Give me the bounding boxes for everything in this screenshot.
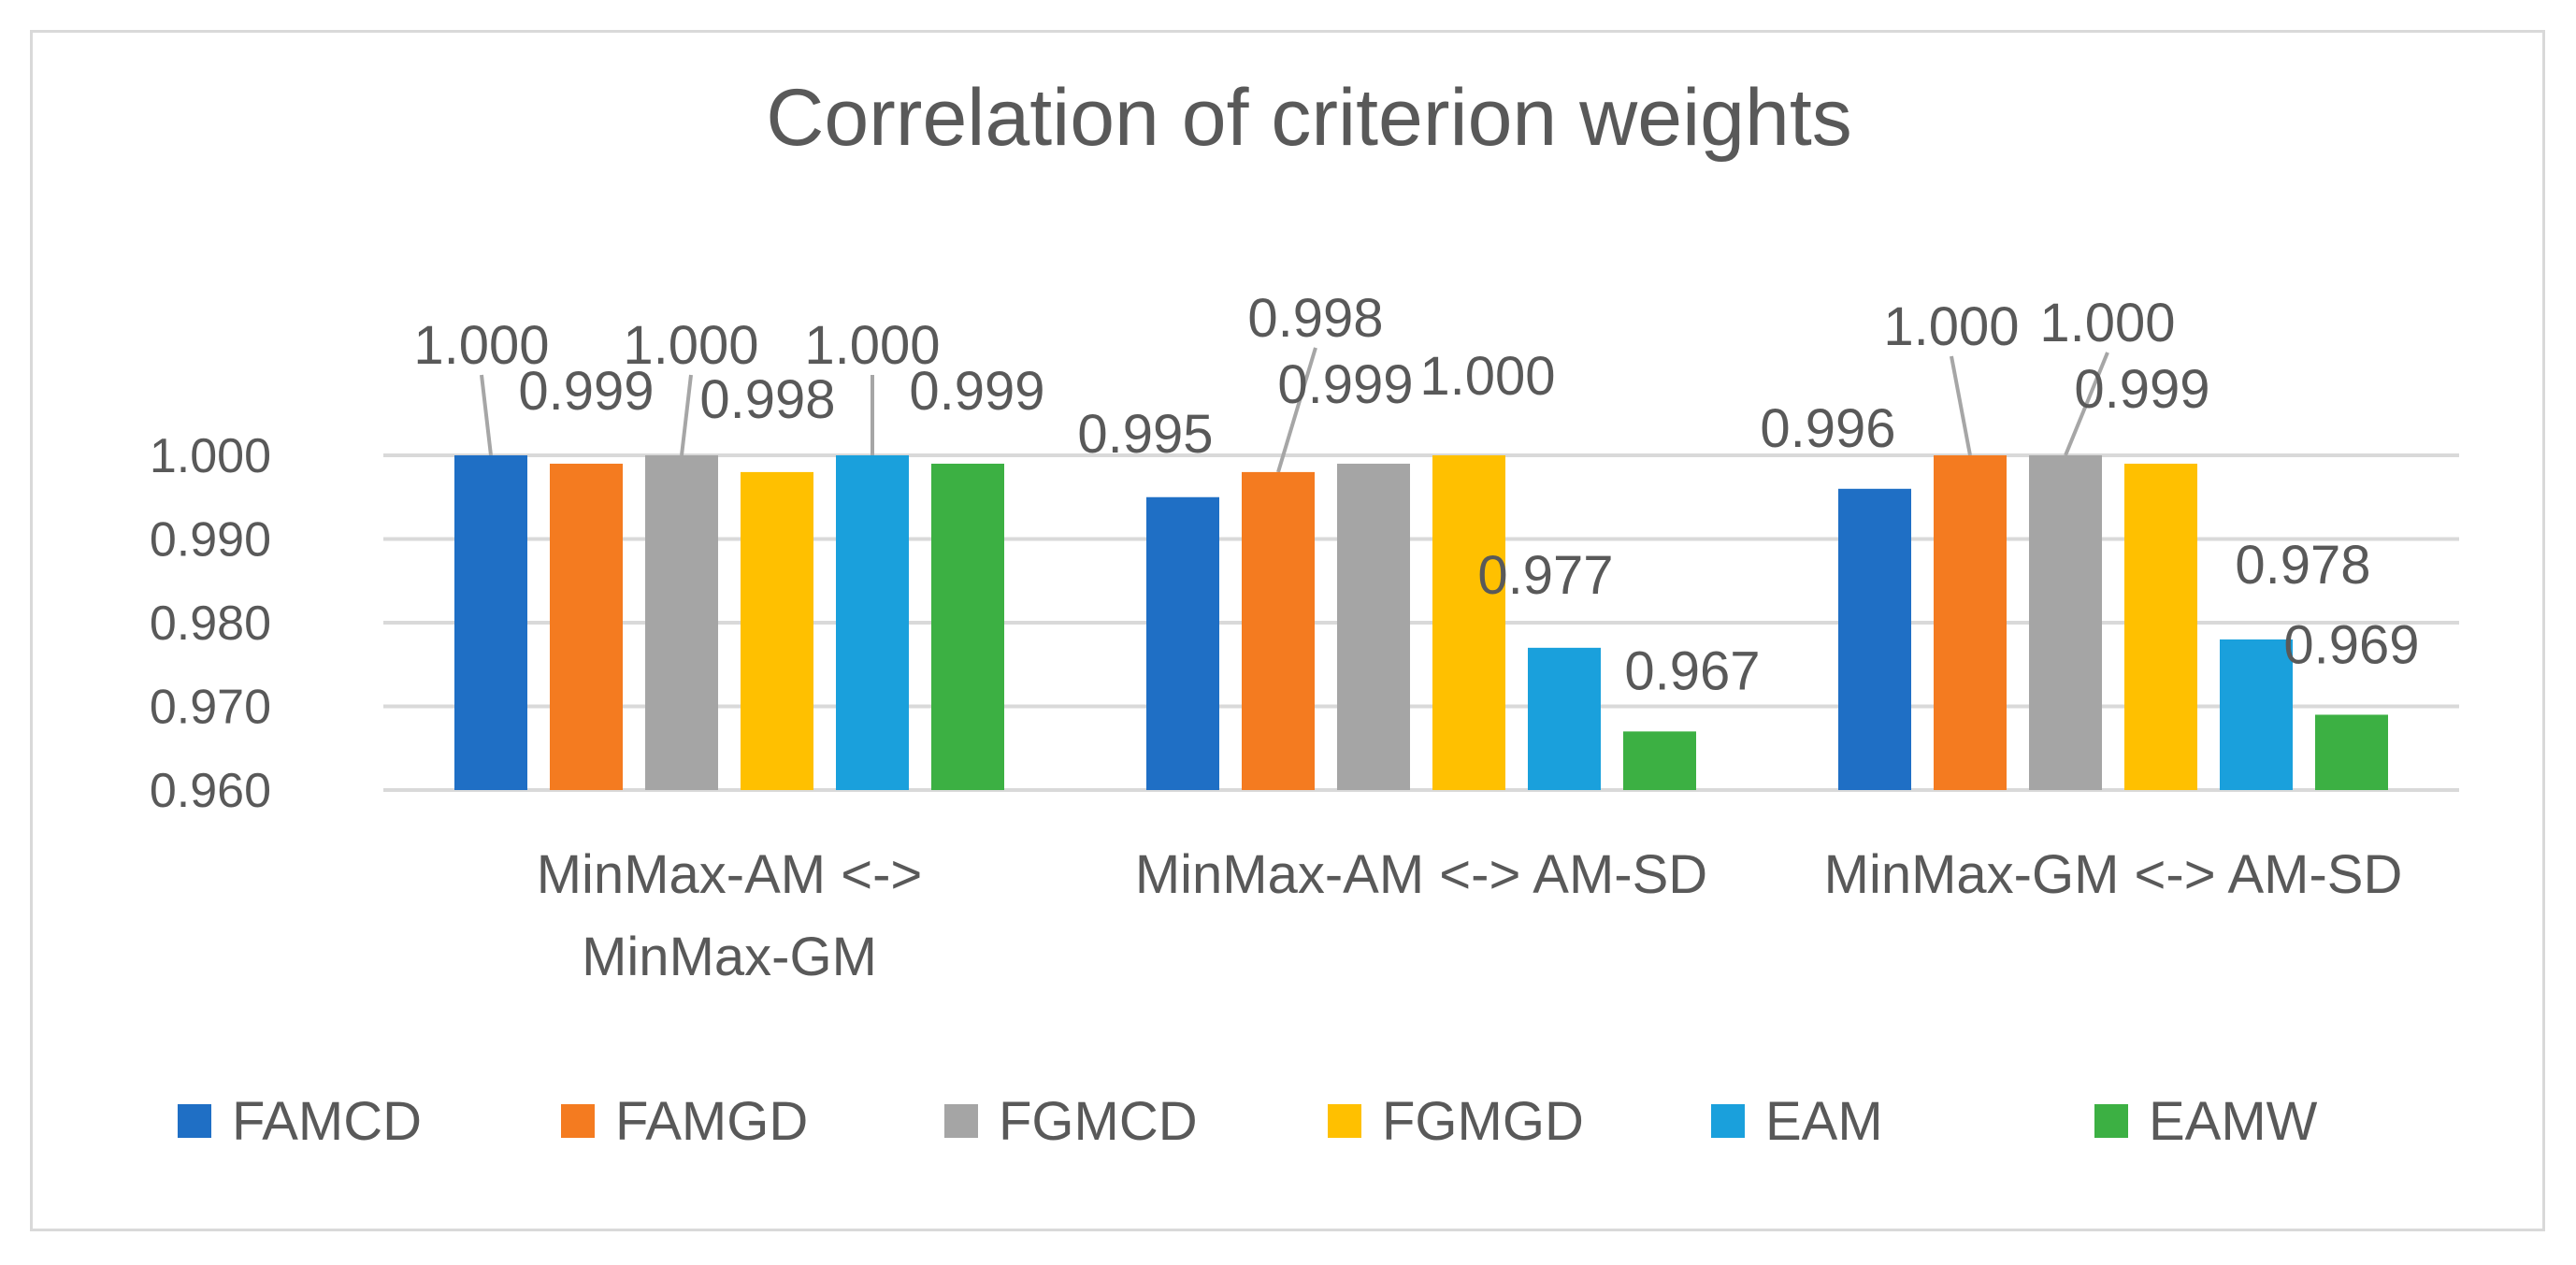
- data-label: 0.999: [909, 361, 1044, 422]
- chart-frame: Correlation of criterion weights 1.000 0.…: [30, 30, 2545, 1231]
- chart-title: Correlation of criterion weights: [766, 73, 1852, 163]
- bar-famgd: [550, 463, 623, 790]
- legend-label-fgmgd: FGMGD: [1382, 1091, 1584, 1152]
- data-label: 0.967: [1624, 640, 1760, 701]
- x-category-label: MinMax-AM <->: [537, 844, 923, 905]
- data-label: 0.998: [1247, 288, 1383, 349]
- x-category-label: MinMax-AM <-> AM-SD: [1135, 844, 1707, 905]
- data-label-leader-lines: [480, 347, 2109, 473]
- legend-swatch-fgmcd: [944, 1104, 978, 1138]
- bar-famcd: [1146, 496, 1219, 790]
- legend-swatch-fgmgd: [1328, 1104, 1361, 1138]
- data-label: 1.000: [804, 315, 940, 376]
- bar-eam: [836, 455, 909, 790]
- leader-line: [480, 374, 493, 456]
- legend-label-famcd: FAMCD: [232, 1091, 422, 1152]
- y-tick-label: 1.000: [150, 429, 271, 483]
- legend-swatch-eamw: [2094, 1104, 2128, 1138]
- data-label: 0.995: [1077, 404, 1213, 465]
- data-label: 0.978: [2235, 535, 2370, 596]
- bars: [454, 455, 2388, 790]
- bar-famcd: [1838, 488, 1911, 790]
- y-axis-tick-labels: 1.000 0.990 0.980 0.970 0.960: [150, 429, 271, 818]
- data-label: 1.000: [1419, 346, 1555, 407]
- data-label: 0.998: [699, 369, 835, 430]
- data-label: 0.969: [2283, 614, 2419, 675]
- data-label: 1.000: [2039, 293, 2175, 353]
- legend-label-fgmcd: FGMCD: [999, 1091, 1198, 1152]
- x-category-label: MinMax-GM: [582, 927, 877, 987]
- bar-fgmcd: [2029, 455, 2102, 790]
- bar-famcd: [454, 455, 527, 790]
- bar-fgmcd: [645, 455, 718, 790]
- data-label: 0.999: [518, 361, 654, 422]
- bar-fgmgd: [741, 471, 813, 790]
- leader-line: [2064, 352, 2109, 456]
- data-label: 0.996: [1760, 398, 1895, 459]
- leader-line: [1950, 355, 1972, 456]
- leader-line: [1276, 347, 1317, 473]
- legend-swatch-famcd: [178, 1104, 211, 1138]
- legend-label-famgd: FAMGD: [615, 1091, 808, 1152]
- y-tick-label: 0.990: [150, 513, 271, 568]
- data-label: 0.977: [1477, 545, 1613, 606]
- leader-line: [680, 374, 693, 456]
- data-label: 1.000: [1883, 296, 2019, 357]
- bar-eamw: [2315, 714, 2388, 790]
- bar-famgd: [1934, 455, 2007, 790]
- bar-fgmgd: [1432, 455, 1505, 790]
- x-axis-category-labels: MinMax-AM <-> MinMax-GM MinMax-AM <-> AM-S…: [537, 844, 2403, 987]
- bar-chart: Correlation of criterion weights 1.0000.…: [150, 73, 2459, 1152]
- bar-eam: [2220, 639, 2293, 790]
- bar-eam: [1528, 647, 1601, 790]
- legend: FAMCD FAMGD FGMCD FGMGD EAM EAMW: [178, 1091, 2318, 1152]
- bar-famgd: [1242, 471, 1315, 790]
- bar-eamw: [1623, 731, 1696, 790]
- bar-eamw: [931, 463, 1004, 790]
- legend-label-eamw: EAMW: [2149, 1091, 2318, 1152]
- x-category-label: MinMax-GM <-> AM-SD: [1824, 844, 2403, 905]
- legend-swatch-famgd: [561, 1104, 595, 1138]
- data-label: 1.000: [413, 315, 549, 376]
- gridlines: [383, 453, 2459, 792]
- legend-label-eam: EAM: [1765, 1091, 1883, 1152]
- y-tick-label: 0.980: [150, 597, 271, 651]
- legend-swatch-eam: [1711, 1104, 1745, 1138]
- y-tick-label: 0.970: [150, 681, 271, 735]
- data-label: 0.999: [2074, 359, 2209, 420]
- data-label: 1.000: [623, 315, 758, 376]
- data-label: 0.999: [1277, 354, 1413, 415]
- y-tick-label: 0.960: [150, 764, 271, 818]
- bar-fgmcd: [1337, 463, 1410, 790]
- bar-fgmgd: [2124, 463, 2197, 790]
